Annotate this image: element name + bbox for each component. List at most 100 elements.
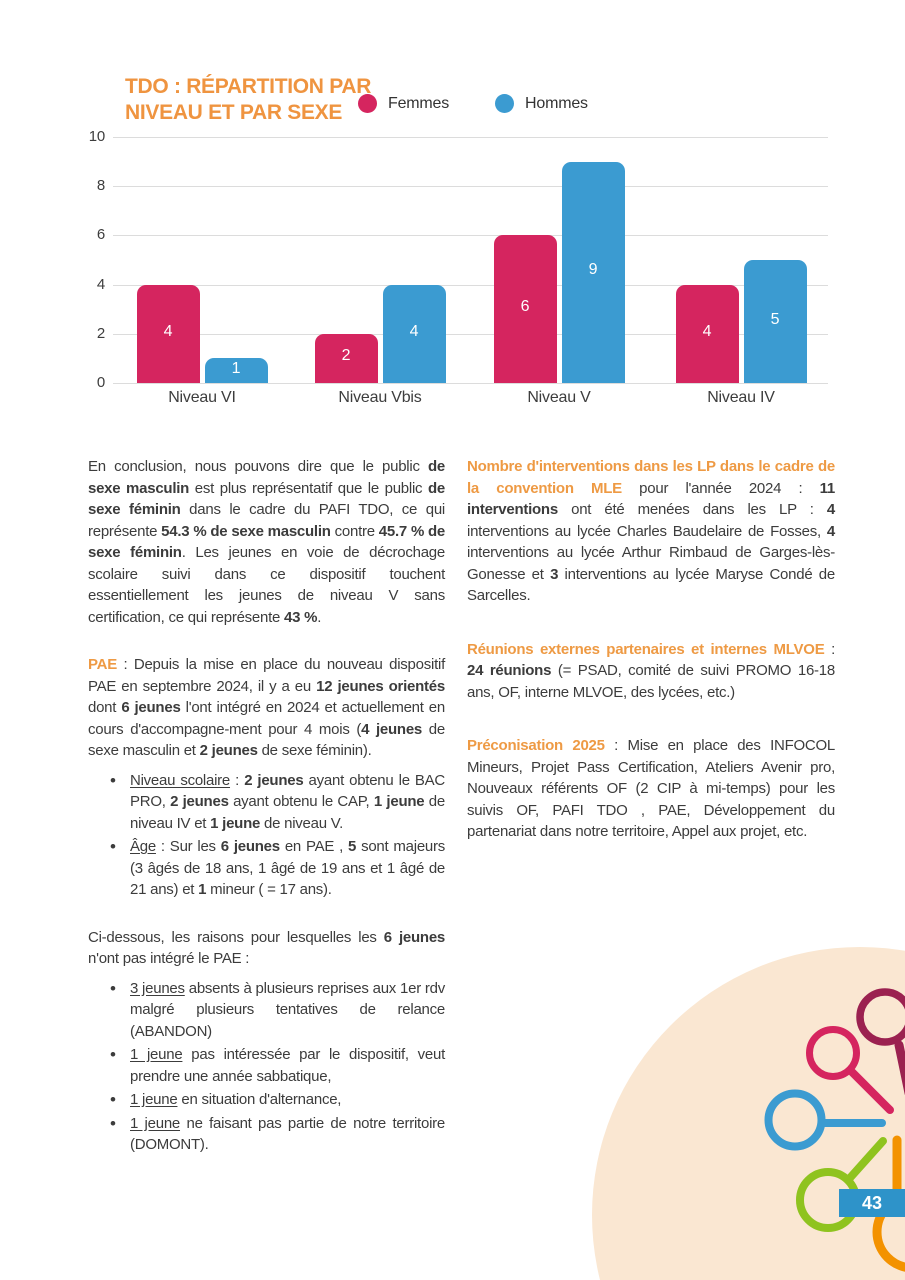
text-run: 24 réunions [467, 662, 552, 679]
y-axis-tick-10: 10 [88, 128, 105, 145]
text-run: Nombre d'interventions dans les LP dans … [467, 458, 835, 497]
list-item: 1 jeune en situation d'alternance, [110, 1089, 445, 1111]
left-column: En conclusion, nous pouvons dire que le … [88, 456, 445, 1182]
text-run: ayant obtenu le BAC PRO, [130, 771, 446, 811]
text-run: 6 jeunes [383, 928, 446, 946]
text-run: absents à plusieurs reprises aux 1er rdv… [130, 979, 445, 1040]
text-run: interventions au lycée Charles Baudelair… [467, 522, 827, 540]
legend-label-femmes: Femmes [388, 94, 450, 112]
chart-legend: Femmes Hommes [358, 94, 588, 113]
legend-label-hommes: Hommes [525, 94, 588, 112]
text-run: en PAE , [279, 838, 349, 855]
bar-hommes-niveau-iv [743, 260, 807, 383]
text-run: : Depuis la mise en place du nouveau dis… [88, 656, 445, 695]
text-run: 12 jeunes orientés [316, 677, 445, 695]
text-run: (= PSAD, comité de suivi PROMO 16-18 ans… [467, 662, 835, 701]
y-axis-tick-0: 0 [96, 374, 105, 391]
magnifier-icon-pink [806, 1026, 894, 1114]
hommes-dot-icon [495, 94, 515, 113]
text-run: 54.3 % de sexe masculin [161, 522, 331, 540]
text-run: 4 [826, 501, 835, 518]
text-run: 3 [550, 565, 559, 583]
text-run: : [230, 771, 245, 789]
text-run: ayant obtenu le CAP, [228, 793, 374, 810]
list-item: Âge : Sur les 6 jeunes en PAE , 5 sont m… [110, 836, 446, 901]
legend-item-femmes: Femmes [358, 94, 449, 113]
text-run: 5 [348, 838, 357, 855]
gridline-2 [113, 333, 828, 335]
paragraph: Réunions externes partenaires et interne… [467, 639, 835, 704]
text-run: 2 jeunes [170, 793, 229, 810]
text-run: ont été menées dans les LP : [557, 501, 827, 518]
bar-value-label: 5 [770, 310, 780, 328]
text-run: Préconisation 2025 [467, 737, 605, 754]
paragraph: Préconisation 2025 : Mise en place des I… [467, 735, 835, 843]
text-run: de sexe masculin et [88, 720, 445, 760]
list-item: 1 jeune ne faisant pas partie de notre t… [110, 1113, 445, 1156]
bullet-list: 3 jeunes absents à plusieurs reprises au… [88, 978, 445, 1156]
text-run: 43 % [284, 608, 318, 626]
bar-hommes-niveau-v [561, 161, 625, 383]
bar-value-label: 2 [341, 347, 351, 365]
text-run: de sexe féminin). [257, 742, 372, 759]
page-number: 43 [861, 1192, 883, 1213]
paragraph: En conclusion, nous pouvons dire que le … [88, 456, 445, 628]
text-run: : Mise en place des INFOCOL Mineurs, Pro… [467, 737, 835, 840]
text-run: 2 jeunes [199, 742, 258, 759]
text-run: 1 jeune [210, 814, 261, 832]
magnifier-icon-orange [872, 1135, 905, 1272]
text-run: dans le cadre du PAFI TDO, ce qui représ… [88, 501, 445, 540]
text-run: interventions au lycée Maryse Condé de S… [467, 565, 835, 605]
list-item: 3 jeunes absents à plusieurs reprises au… [110, 978, 445, 1043]
right-column: Nombre d'interventions dans les LP dans … [467, 456, 835, 875]
bar-femmes-niveau-vi [136, 284, 200, 383]
text-run: ne faisant pas partie de notre territoir… [130, 1114, 445, 1154]
bar-value-label: 9 [588, 261, 598, 279]
legend-item-hommes: Hommes [495, 94, 588, 113]
gridline-8 [113, 186, 828, 188]
text-run: mineur ( = 17 ans). [206, 881, 332, 898]
gridline-10 [113, 137, 828, 138]
chart-title-line1: TDO : RÉPARTITION PAR [125, 75, 372, 98]
x-axis-label-niveau-iv: Niveau IV [707, 389, 775, 406]
text-run: Âge [130, 838, 156, 855]
gridline-0 [113, 383, 828, 384]
text-run: 1 jeune [130, 1091, 178, 1108]
text-run: 6 jeunes [220, 838, 280, 855]
text-run: pour l'année 2024 : [621, 479, 820, 497]
femmes-dot-icon [358, 94, 377, 113]
text-run: PAE [88, 656, 117, 673]
bar-femmes-niveau-vbis [314, 333, 378, 383]
bar-value-label: 1 [231, 359, 241, 377]
text-run: En conclusion, nous pouvons dire que le … [88, 458, 428, 475]
text-run: Niveau scolaire [130, 771, 231, 789]
bullet-list: Niveau scolaire : 2 jeunes ayant obtenu … [88, 770, 445, 901]
page-number-badge: 43 [839, 1189, 905, 1217]
text-run: . Les jeunes en voie de décrochage scola… [88, 544, 445, 626]
list-item: 1 jeune pas intéressée par le dispositif… [110, 1044, 445, 1087]
bar-value-label: 6 [520, 298, 530, 316]
text-run: . [317, 608, 322, 626]
text-run: n'ont pas intégré le PAE : [88, 950, 250, 967]
text-run: 1 jeune [373, 793, 425, 810]
text-run: de niveau V. [260, 814, 344, 832]
text-run: 11 interventions [467, 479, 835, 519]
text-run: de sexe féminin [88, 479, 445, 519]
magnifiers-logo [764, 988, 905, 1272]
text-run: 4 jeunes [361, 720, 423, 738]
y-axis-tick-8: 8 [96, 177, 105, 195]
magnifier-icon-blue [764, 1089, 886, 1151]
y-axis-tick-2: 2 [96, 324, 105, 342]
text-run: sont majeurs (3 âgés de 18 ans, 1 âgé de… [130, 838, 446, 898]
y-axis-tick-4: 4 [96, 275, 105, 293]
bar-femmes-niveau-v [493, 235, 557, 383]
chart-title: TDO : RÉPARTITION PAR NIVEAU ET PAR SEXE [125, 74, 405, 126]
x-axis-label-niveau-vi: Niveau VI [168, 389, 236, 406]
paragraph: Ci-dessous, les raisons pour lesquelles … [88, 927, 445, 970]
text-run: 3 jeunes [130, 979, 185, 997]
chart-title-line2: NIVEAU ET PAR SEXE [125, 101, 343, 124]
text-run: 2 jeunes [244, 771, 304, 789]
text-run: 1 [198, 881, 207, 898]
gridline-6 [113, 235, 828, 237]
